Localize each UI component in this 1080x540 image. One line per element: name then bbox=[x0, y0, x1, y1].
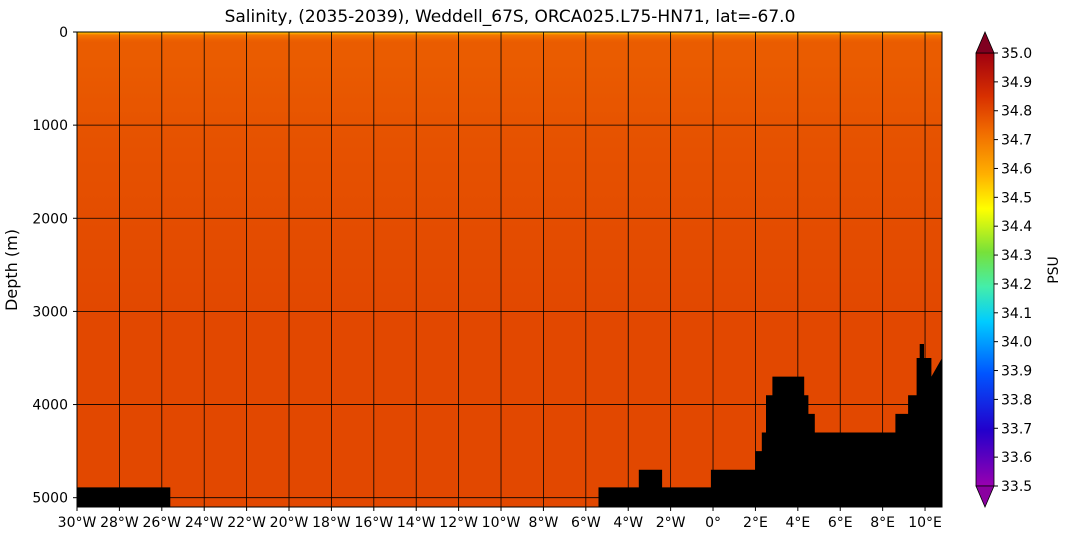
x-tick-label: 12°W bbox=[439, 515, 478, 531]
colorbar-tick-label: 34.4 bbox=[1001, 219, 1032, 235]
colorbar-tick-label: 33.5 bbox=[1001, 479, 1032, 495]
colorbar-tick-label: 35.0 bbox=[1001, 46, 1032, 62]
x-tick-label: 22°W bbox=[227, 515, 266, 531]
x-tick-label: 8°E bbox=[870, 515, 895, 531]
colorbar-tick-label: 33.8 bbox=[1001, 392, 1032, 408]
y-tick-label: 0 bbox=[59, 25, 68, 41]
plot-area bbox=[76, 31, 943, 508]
seafloor-bathymetry bbox=[77, 344, 942, 507]
x-tick-label: 6°W bbox=[571, 515, 601, 531]
colorbar-tick-label: 34.1 bbox=[1001, 306, 1032, 322]
colorbar-ticks: 35.0 34.9 34.8 34.7 34.6 34.5 34.4 34.3 34.2 34.1… bbox=[994, 46, 1032, 495]
x-tick-label: 30°W bbox=[58, 515, 97, 531]
y-tick-label: 2000 bbox=[32, 211, 68, 227]
colorbar-tick-label: 33.6 bbox=[1001, 450, 1032, 466]
colorbar-tick-label: 34.8 bbox=[1001, 104, 1032, 120]
x-tick-label: 20°W bbox=[270, 515, 309, 531]
colorbar-tick-label: 34.0 bbox=[1001, 335, 1032, 351]
y-axis-label: Depth (m) bbox=[2, 229, 21, 311]
x-tick-label: 24°W bbox=[185, 515, 224, 531]
y-tick-label: 1000 bbox=[32, 118, 68, 134]
colorbar-tick-label: 34.2 bbox=[1001, 277, 1032, 293]
y-axis-ticks: 0 1000 2000 3000 4000 5000 bbox=[32, 25, 77, 507]
colorbar-tick-label: 34.6 bbox=[1001, 161, 1032, 177]
chart-title: Salinity, (2035-2039), Weddell_67S, ORCA… bbox=[225, 7, 796, 27]
colorbar-tick-label: 33.7 bbox=[1001, 421, 1032, 437]
colorbar-tick-label: 34.3 bbox=[1001, 248, 1032, 264]
colorbar-extend-max bbox=[975, 30, 995, 54]
x-tick-label: 26°W bbox=[142, 515, 181, 531]
x-tick-label: 6°E bbox=[828, 515, 853, 531]
colorbar-tick-label: 34.7 bbox=[1001, 133, 1032, 149]
y-tick-label: 3000 bbox=[32, 304, 68, 320]
colorbar-label: PSU bbox=[1046, 256, 1062, 284]
colorbar-tick-label: 34.5 bbox=[1001, 190, 1032, 206]
y-tick-label: 4000 bbox=[32, 398, 68, 414]
y-tick-label: 5000 bbox=[32, 491, 68, 507]
colorbar-gradient bbox=[975, 52, 995, 487]
colorbar-extend-min bbox=[975, 485, 995, 509]
x-axis-ticks: 30°W 28°W 26°W 24°W 22°W 20°W 18°W 16°W 14°W 12°W… bbox=[58, 507, 942, 531]
colorbar-tick-label: 34.9 bbox=[1001, 75, 1032, 91]
x-tick-label: 28°W bbox=[100, 515, 139, 531]
x-tick-label: 14°W bbox=[397, 515, 436, 531]
x-tick-label: 4°W bbox=[613, 515, 643, 531]
x-tick-label: 0° bbox=[705, 515, 721, 531]
x-tick-label: 4°E bbox=[785, 515, 810, 531]
colorbar-tick-label: 33.9 bbox=[1001, 364, 1032, 380]
x-tick-label: 16°W bbox=[354, 515, 393, 531]
plot-frame bbox=[76, 31, 943, 508]
x-tick-label: 8°W bbox=[529, 515, 559, 531]
x-tick-label: 10°W bbox=[482, 515, 521, 531]
x-tick-label: 18°W bbox=[312, 515, 351, 531]
x-tick-label: 10°E bbox=[908, 515, 942, 531]
x-tick-label: 2°W bbox=[656, 515, 686, 531]
colorbar: 35.0 34.9 34.8 34.7 34.6 34.5 34.4 34.3 34.2 34.1… bbox=[975, 30, 1062, 509]
x-tick-label: 2°E bbox=[743, 515, 768, 531]
